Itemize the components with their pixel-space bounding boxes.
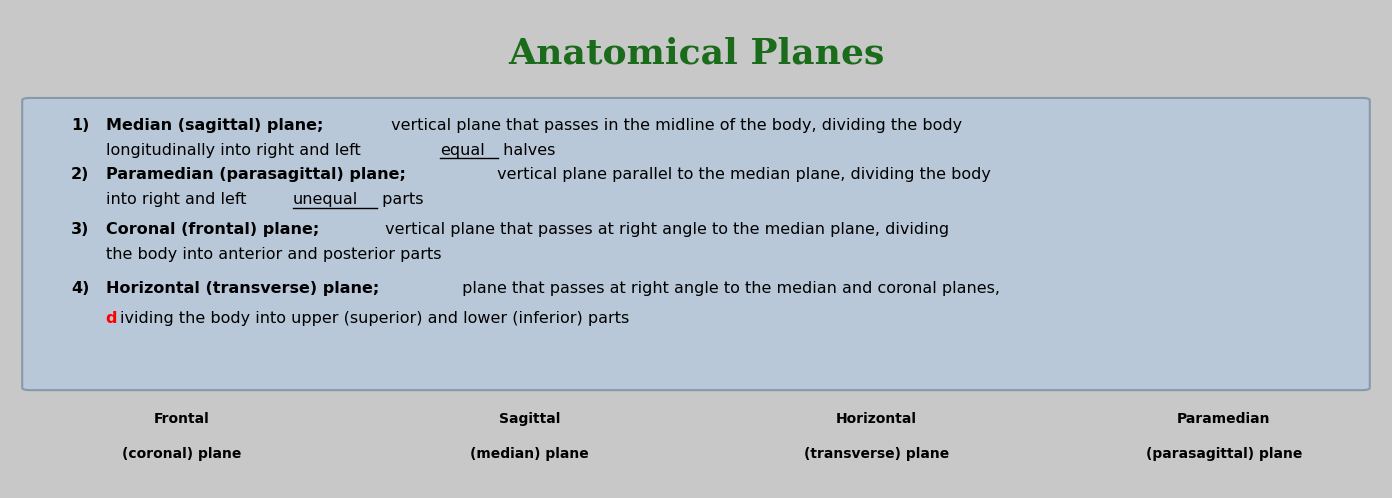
FancyBboxPatch shape — [22, 98, 1370, 390]
Text: (median) plane: (median) plane — [470, 447, 589, 461]
Text: halves: halves — [498, 142, 555, 157]
Text: Paramedian: Paramedian — [1178, 412, 1271, 426]
Text: d: d — [106, 311, 117, 326]
Text: Horizontal: Horizontal — [837, 412, 917, 426]
Text: plane that passes at right angle to the median and coronal planes,: plane that passes at right angle to the … — [458, 281, 1001, 296]
Text: the body into anterior and posterior parts: the body into anterior and posterior par… — [106, 247, 441, 261]
Text: 1): 1) — [71, 118, 89, 133]
Text: 4): 4) — [71, 281, 89, 296]
Text: parts: parts — [377, 192, 423, 207]
Text: 3): 3) — [71, 222, 89, 237]
Text: Anatomical Planes: Anatomical Planes — [508, 36, 884, 70]
Text: into right and left: into right and left — [106, 192, 251, 207]
Text: (transverse) plane: (transverse) plane — [805, 447, 949, 461]
Text: Horizontal (transverse) plane;: Horizontal (transverse) plane; — [106, 281, 379, 296]
Text: (coronal) plane: (coronal) plane — [122, 447, 242, 461]
Text: (parasagittal) plane: (parasagittal) plane — [1146, 447, 1302, 461]
Text: ividing the body into upper (superior) and lower (inferior) parts: ividing the body into upper (superior) a… — [120, 311, 629, 326]
Text: Sagittal: Sagittal — [498, 412, 560, 426]
Text: unequal: unequal — [294, 192, 358, 207]
Text: Median (sagittal) plane;: Median (sagittal) plane; — [106, 118, 323, 133]
Text: 2): 2) — [71, 167, 89, 182]
Text: longitudinally into right and left: longitudinally into right and left — [106, 142, 366, 157]
Text: Coronal (frontal) plane;: Coronal (frontal) plane; — [106, 222, 319, 237]
Text: vertical plane that passes at right angle to the median plane, dividing: vertical plane that passes at right angl… — [380, 222, 949, 237]
Text: vertical plane that passes in the midline of the body, dividing the body: vertical plane that passes in the midlin… — [386, 118, 962, 133]
Text: equal: equal — [440, 142, 484, 157]
Text: Paramedian (parasagittal) plane;: Paramedian (parasagittal) plane; — [106, 167, 405, 182]
Text: vertical plane parallel to the median plane, dividing the body: vertical plane parallel to the median pl… — [491, 167, 991, 182]
Text: Frontal: Frontal — [155, 412, 210, 426]
